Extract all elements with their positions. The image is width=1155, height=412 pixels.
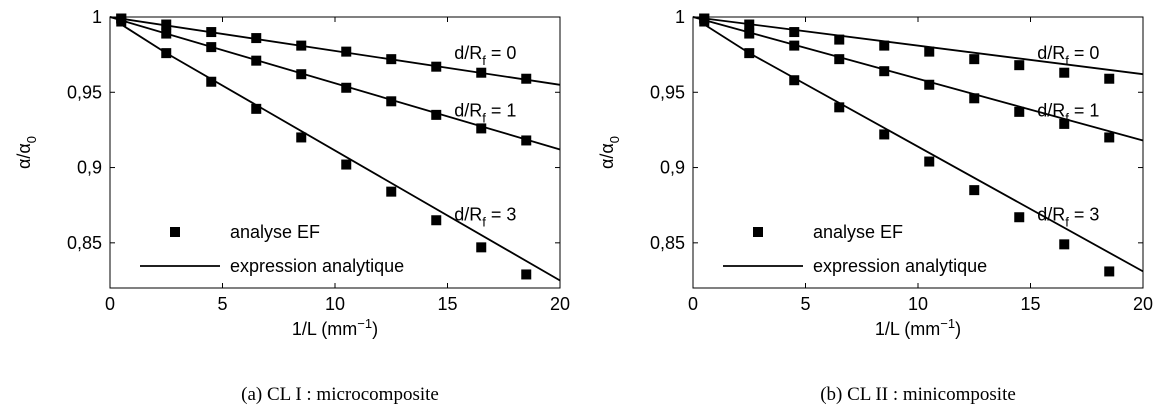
data-point bbox=[206, 76, 217, 87]
panel-caption: (a) CL I : microcomposite bbox=[241, 384, 439, 405]
legend-marker bbox=[170, 227, 180, 237]
curve-label: d/Rf = 3 bbox=[454, 204, 516, 229]
data-point bbox=[1014, 106, 1025, 117]
data-point bbox=[1059, 118, 1070, 129]
data-point bbox=[521, 73, 532, 84]
data-point bbox=[924, 46, 935, 57]
data-point bbox=[341, 159, 352, 170]
x-tick-label: 20 bbox=[550, 294, 570, 314]
data-point bbox=[699, 16, 710, 27]
data-point bbox=[1104, 266, 1115, 277]
legend-label-line: expression analytique bbox=[813, 256, 987, 276]
curve-label: d/Rf = 3 bbox=[1037, 204, 1099, 229]
x-tick-label: 5 bbox=[217, 294, 227, 314]
data-point bbox=[969, 54, 980, 65]
data-point bbox=[521, 269, 532, 280]
y-tick-label: 0,9 bbox=[660, 158, 685, 178]
legend-label-markers: analyse EF bbox=[813, 222, 903, 242]
y-tick-label: 1 bbox=[92, 7, 102, 27]
data-point bbox=[879, 40, 890, 51]
legend-label-line: expression analytique bbox=[230, 256, 404, 276]
series-line bbox=[120, 23, 561, 282]
x-tick-label: 15 bbox=[1020, 294, 1040, 314]
data-point bbox=[879, 66, 890, 77]
x-tick-label: 0 bbox=[105, 294, 115, 314]
series-line bbox=[692, 16, 1144, 142]
data-point bbox=[116, 16, 127, 27]
y-tick-label: 0,95 bbox=[67, 82, 102, 102]
data-point bbox=[789, 75, 800, 86]
chart-panel-a: 0 5 10 15 20 0,85 0,9 0,95 1 1/L (mm−1) α/α0 d/Rf =… bbox=[14, 7, 570, 405]
x-tick-label: 0 bbox=[688, 294, 698, 314]
data-point bbox=[251, 103, 262, 114]
data-point bbox=[969, 185, 980, 196]
data-point bbox=[251, 33, 262, 44]
data-point bbox=[431, 215, 442, 226]
data-point bbox=[1104, 73, 1115, 84]
x-tick-label: 15 bbox=[437, 294, 457, 314]
data-point bbox=[744, 28, 755, 39]
y-axis-label: α/α0 bbox=[597, 136, 622, 169]
series-line bbox=[692, 16, 1144, 76]
chart-panel-b: 0 5 10 15 20 0,85 0,9 0,95 1 1/L (mm−1) α/α0 d/Rf =… bbox=[597, 7, 1153, 405]
data-point bbox=[789, 27, 800, 38]
curve-label: d/Rf = 1 bbox=[1037, 100, 1099, 125]
y-tick-label: 0,85 bbox=[67, 233, 102, 253]
x-axis-label: 1/L (mm−1) bbox=[292, 316, 378, 339]
data-point bbox=[879, 129, 890, 140]
curve-label: d/Rf = 0 bbox=[454, 43, 516, 68]
data-point bbox=[1059, 239, 1070, 250]
data-point bbox=[1104, 132, 1115, 143]
series-line bbox=[109, 16, 561, 151]
data-point bbox=[834, 102, 845, 113]
legend-label-markers: analyse EF bbox=[230, 222, 320, 242]
data-point bbox=[431, 109, 442, 120]
data-point bbox=[924, 156, 935, 167]
x-tick-label: 5 bbox=[800, 294, 810, 314]
data-point bbox=[1059, 67, 1070, 78]
x-tick-label: 20 bbox=[1133, 294, 1153, 314]
data-point bbox=[834, 54, 845, 65]
data-point bbox=[386, 186, 397, 197]
data-point bbox=[834, 34, 845, 45]
data-point bbox=[1014, 60, 1025, 71]
data-point bbox=[341, 46, 352, 57]
curve-label: d/Rf = 1 bbox=[454, 100, 516, 125]
y-axis-label: α/α0 bbox=[14, 136, 39, 169]
data-point bbox=[924, 79, 935, 90]
series-line bbox=[109, 16, 561, 86]
x-tick-label: 10 bbox=[325, 294, 345, 314]
y-tick-label: 0,95 bbox=[650, 82, 685, 102]
data-point bbox=[341, 82, 352, 93]
legend-marker bbox=[753, 227, 763, 237]
x-axis-label: 1/L (mm−1) bbox=[875, 316, 961, 339]
data-point bbox=[161, 19, 172, 30]
data-point bbox=[296, 132, 307, 143]
y-tick-label: 0,9 bbox=[77, 158, 102, 178]
data-point bbox=[476, 242, 487, 253]
series-line bbox=[703, 23, 1144, 273]
y-tick-label: 0,85 bbox=[650, 233, 685, 253]
data-point bbox=[476, 123, 487, 134]
x-tick-label: 10 bbox=[908, 294, 928, 314]
data-point bbox=[969, 93, 980, 104]
data-point bbox=[386, 96, 397, 107]
y-tick-label: 1 bbox=[675, 7, 685, 27]
curve-label: d/Rf = 0 bbox=[1037, 43, 1099, 68]
data-point bbox=[1014, 212, 1025, 223]
panel-caption: (b) CL II : minicomposite bbox=[820, 384, 1016, 405]
